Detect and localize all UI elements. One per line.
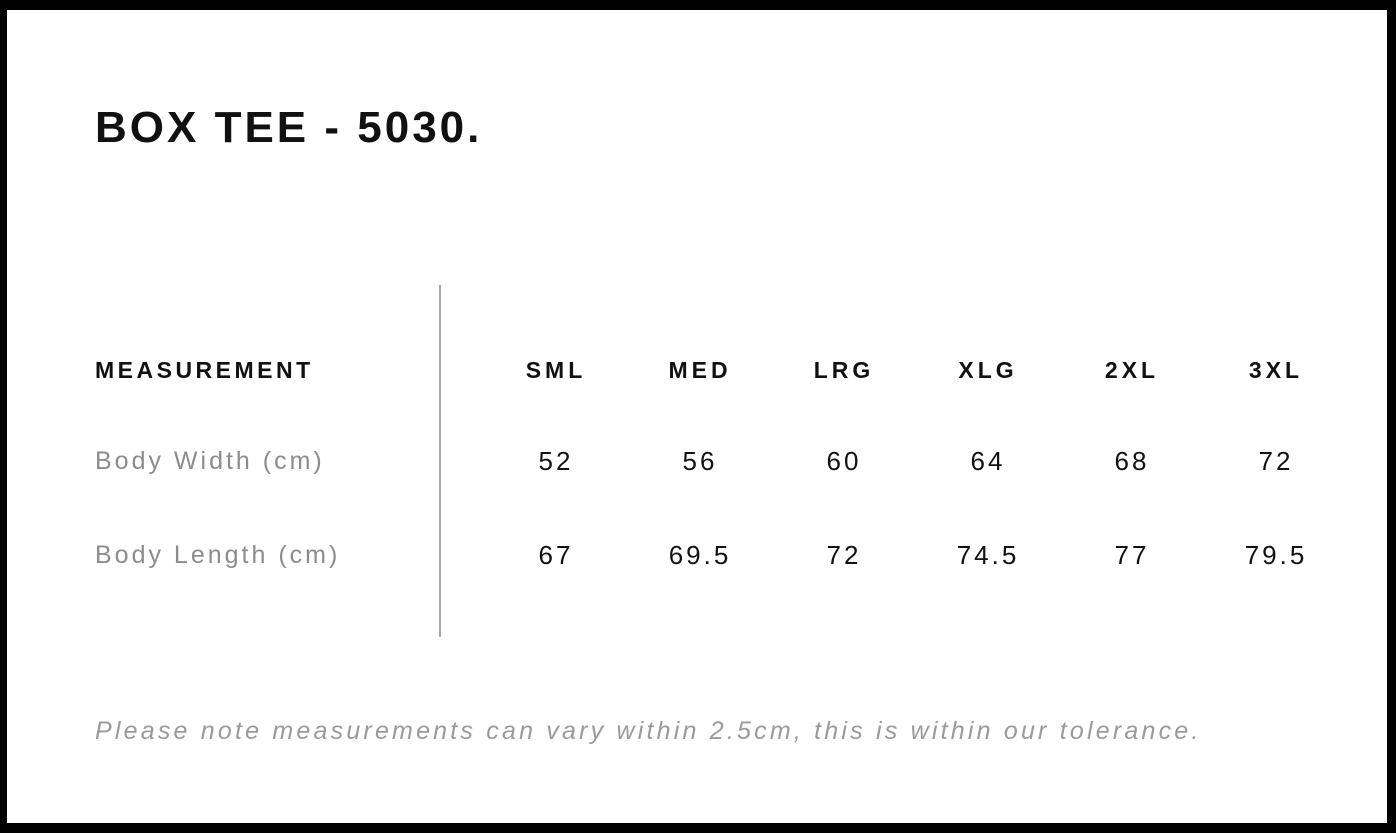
frame-border-left [0, 0, 7, 833]
cell-body-length-sml: 67 [538, 539, 574, 570]
column-header-measurement: MEASUREMENT [95, 356, 314, 383]
cell-body-length-xlg: 74.5 [956, 539, 1020, 570]
table-row-body-width: Body Width (cm) 52 56 60 64 68 72 [95, 436, 1348, 486]
column-header-xlg: XLG [958, 356, 1018, 383]
page-title: BOX TEE - 5030. [95, 103, 483, 152]
column-header-3xl: 3XL [1248, 356, 1304, 383]
cell-body-length-med: 69.5 [668, 539, 732, 570]
frame-border-right [1387, 0, 1396, 833]
cell-body-length-2xl: 77 [1114, 539, 1150, 570]
table-row-body-length: Body Length (cm) 67 69.5 72 74.5 77 79.5 [95, 530, 1348, 580]
cell-body-width-lrg: 60 [826, 445, 862, 476]
column-header-med: MED [668, 356, 732, 383]
cell-body-width-xlg: 64 [970, 445, 1006, 476]
row-label-body-length: Body Length (cm) [95, 540, 341, 569]
table-header-row: MEASUREMENT SML MED LRG XLG 2XL 3XL [95, 345, 1348, 395]
row-label-body-width: Body Width (cm) [95, 446, 325, 475]
frame-border-top [0, 0, 1396, 10]
column-header-2xl: 2XL [1104, 356, 1160, 383]
cell-body-width-sml: 52 [538, 445, 574, 476]
cell-body-length-lrg: 72 [826, 539, 862, 570]
tolerance-note: Please note measurements can vary within… [95, 717, 1202, 745]
cell-body-width-2xl: 68 [1114, 445, 1150, 476]
cell-body-width-med: 56 [682, 445, 718, 476]
frame-border-bottom [0, 823, 1396, 833]
cell-body-length-3xl: 79.5 [1244, 539, 1308, 570]
column-divider-line [439, 285, 441, 637]
column-header-sml: SML [525, 356, 587, 383]
cell-body-width-3xl: 72 [1258, 445, 1294, 476]
column-header-lrg: LRG [813, 356, 875, 383]
